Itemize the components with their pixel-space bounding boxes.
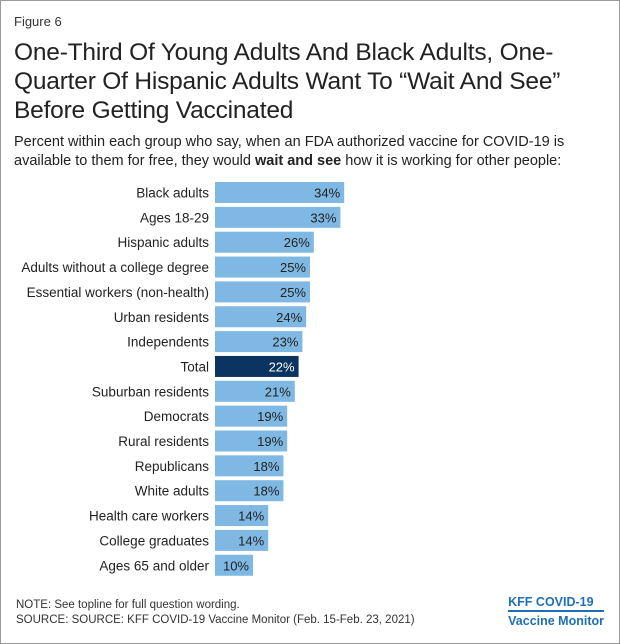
category-label: White adults	[135, 484, 210, 499]
chart-title: One-Third Of Young Adults And Black Adul…	[14, 39, 561, 124]
bar	[215, 505, 269, 527]
category-label: Ages 18-29	[140, 210, 209, 225]
category-label: Independents	[127, 335, 209, 350]
data-label: 25%	[280, 260, 306, 275]
subtitle-text: Percent within each group who say, when …	[14, 134, 565, 169]
bar	[215, 455, 284, 477]
note-text: NOTE: See topline for full question word…	[16, 599, 240, 611]
category-label: Black adults	[136, 186, 209, 201]
bar	[215, 380, 295, 402]
subtitle-text-end: how it is working for other people:	[341, 153, 562, 169]
bar	[215, 231, 314, 253]
category-label: Health care workers	[89, 509, 209, 524]
category-label: Republicans	[135, 459, 210, 474]
bar	[215, 306, 307, 328]
data-label: 21%	[265, 384, 291, 399]
data-label: 25%	[280, 285, 306, 300]
bar	[215, 256, 310, 278]
category-label: Total	[180, 359, 209, 374]
data-label: 19%	[257, 409, 283, 424]
kff-logo: KFF COVID-19 Vaccine Monitor	[508, 594, 604, 629]
source-text: SOURCE: SOURCE: KFF COVID-19 Vaccine Mon…	[16, 614, 415, 626]
bar	[215, 554, 253, 576]
category-label: Adults without a college degree	[21, 260, 209, 275]
bar	[215, 405, 288, 427]
data-label: 34%	[314, 186, 340, 201]
data-label: 18%	[253, 484, 279, 499]
bar	[215, 331, 303, 353]
category-label: Urban residents	[114, 310, 210, 325]
data-label: 19%	[257, 434, 283, 449]
category-label: Hispanic adults	[117, 235, 209, 250]
bar	[215, 430, 288, 452]
data-label: 22%	[269, 359, 295, 374]
logo-line-2: Vaccine Monitor	[508, 610, 604, 629]
category-label: Democrats	[144, 409, 210, 424]
data-label: 24%	[276, 310, 302, 325]
bar	[215, 182, 345, 203]
bar	[215, 281, 310, 303]
category-label: Ages 65 and older	[99, 558, 209, 573]
bar	[215, 529, 269, 551]
category-label: Rural residents	[118, 434, 209, 449]
bar-chart: Black adults 34% Ages 18-29 33% Hispanic adu…	[21, 182, 345, 576]
bar-highlight	[215, 355, 299, 377]
subtitle-emphasis: wait and see	[255, 153, 342, 169]
chart-subtitle: Percent within each group who say, when …	[14, 133, 610, 171]
bar	[215, 480, 284, 502]
data-label: 10%	[223, 558, 249, 573]
data-label: 18%	[253, 459, 279, 474]
footnotes: NOTE: See topline for full question word…	[16, 598, 415, 628]
category-label: Suburban residents	[92, 384, 209, 399]
data-label: 14%	[238, 509, 264, 524]
data-label: 26%	[284, 235, 310, 250]
logo-line-1: KFF COVID-19	[508, 595, 594, 609]
data-label: 33%	[310, 210, 336, 225]
bar	[215, 206, 341, 228]
data-label: 23%	[272, 335, 298, 350]
category-label: College graduates	[99, 533, 209, 548]
category-label: Essential workers (non-health)	[27, 285, 209, 300]
data-label: 14%	[238, 533, 264, 548]
figure-label: Figure 6	[14, 14, 62, 29]
